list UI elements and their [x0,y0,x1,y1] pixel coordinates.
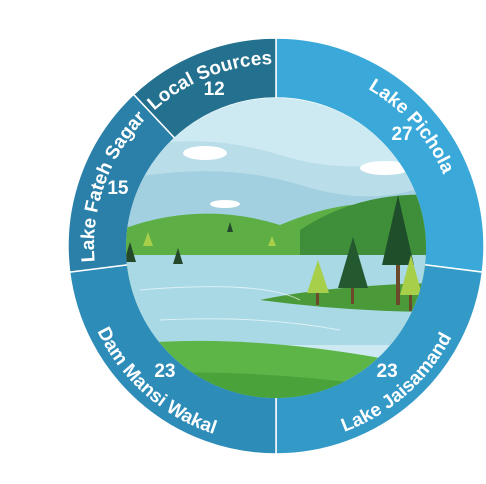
value-label: 23 [377,361,398,382]
tree [227,222,233,232]
cloud [183,146,227,160]
trunk [409,295,412,311]
trunk [316,293,319,305]
cloud [210,200,240,208]
tree [338,237,368,288]
value-label: 27 [391,124,412,145]
tree [400,255,422,295]
tree [382,195,414,265]
value-label: 23 [154,361,175,382]
trunk [396,265,400,305]
trunk [351,288,354,304]
tree [143,232,153,246]
value-label: 15 [107,178,129,199]
tree [268,236,276,246]
shore [260,283,426,312]
tree [126,242,136,262]
ring [67,37,485,455]
tree [307,260,329,293]
ripples [139,286,341,331]
tree [173,248,183,264]
lake-scene [126,98,426,398]
value-label: 12 [204,79,225,100]
cloud [360,161,410,175]
